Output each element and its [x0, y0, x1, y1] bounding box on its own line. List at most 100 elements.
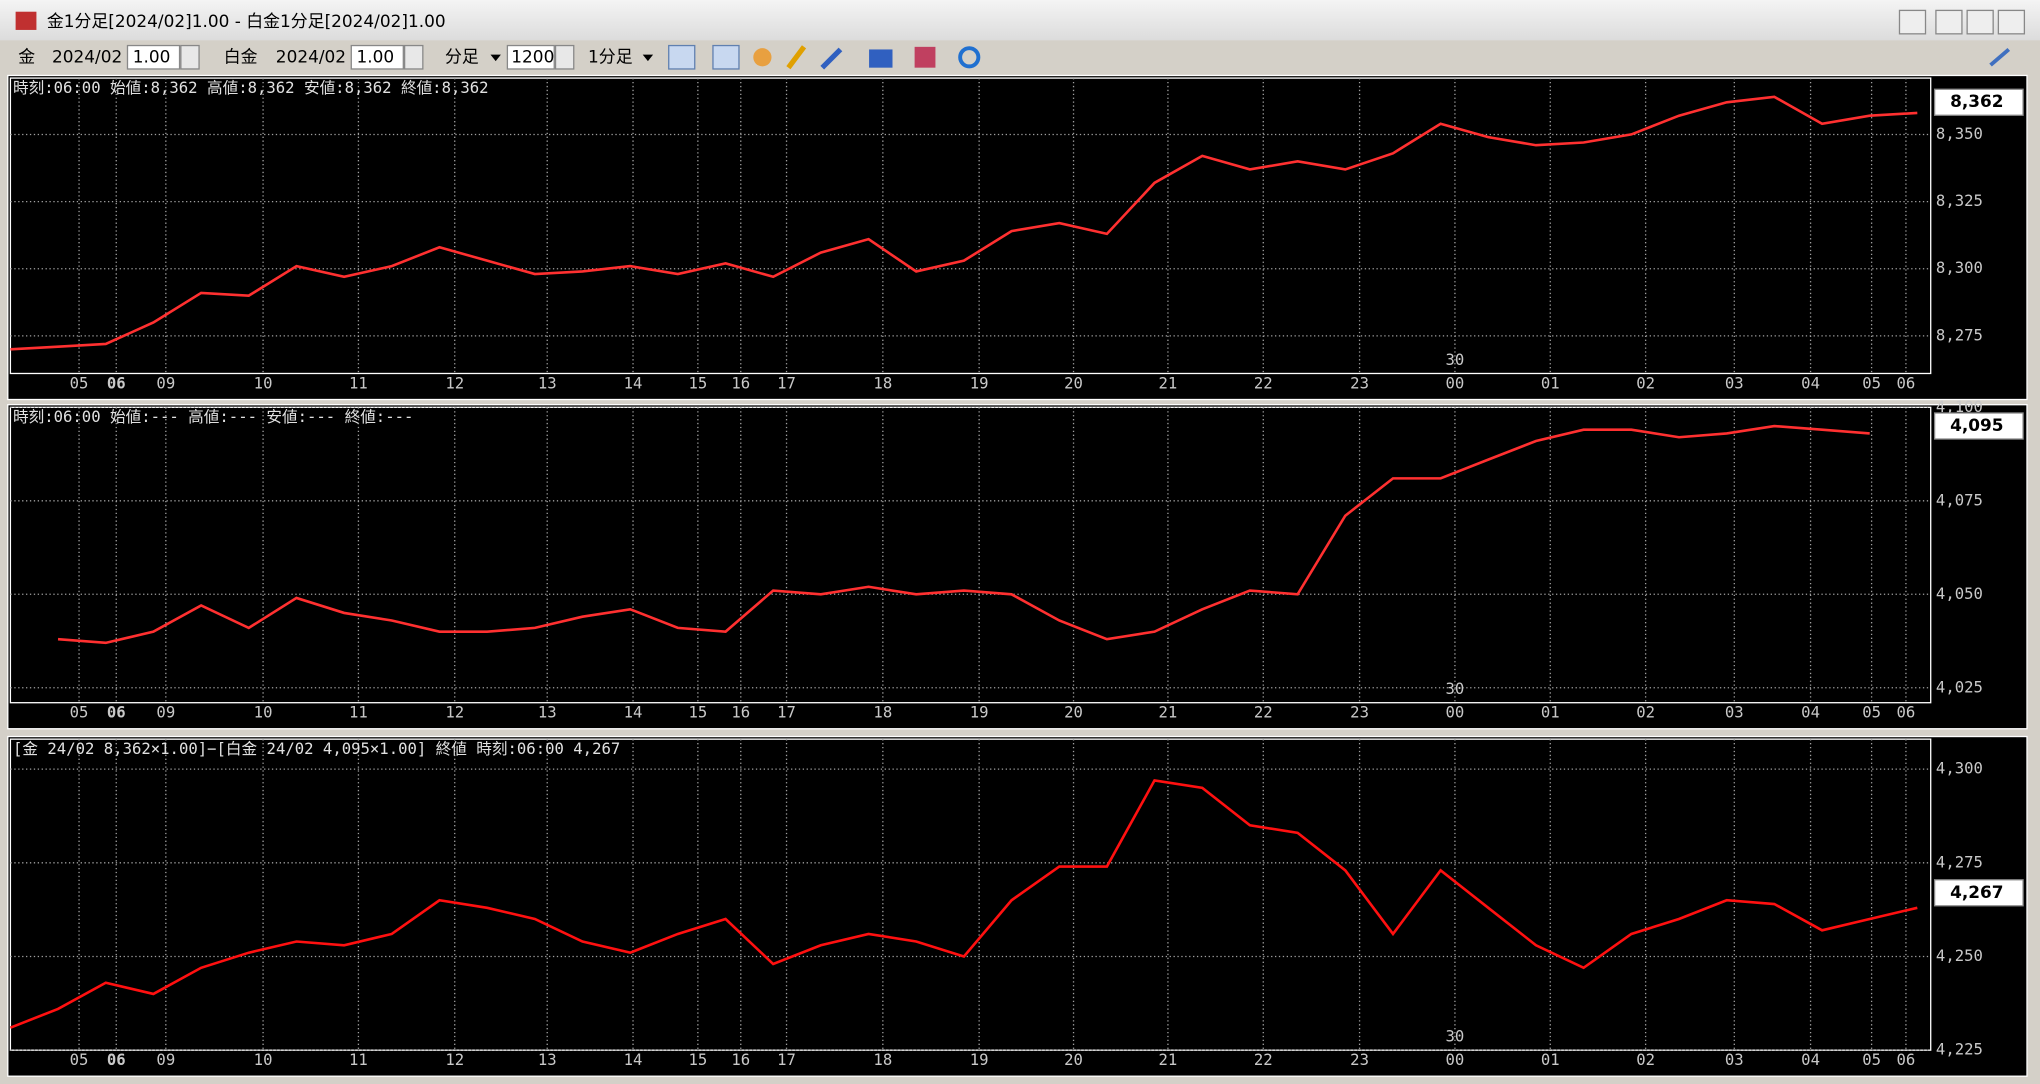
last-price-label: 4,095 [1950, 415, 2003, 435]
y-tick-label: 4,050 [1936, 585, 1983, 603]
x-tick-label: 18 [873, 1051, 892, 1069]
x-tick-label: 19 [970, 704, 989, 722]
x-tick-label: 11 [349, 374, 368, 392]
toolbar [0, 41, 2040, 73]
x-tick-label: 05 [70, 704, 89, 722]
x-tick-label: 10 [254, 1051, 273, 1069]
x-tick-label: 13 [538, 374, 557, 392]
y-tick-label: 4,250 [1936, 947, 1983, 965]
x-tick-label: 20 [1064, 704, 1083, 722]
x-tick-label: 05 [70, 374, 89, 392]
x-tick-label: 03 [1725, 1051, 1744, 1069]
window-title: 金1分足[2024/02]1.00 - 白金1分足[2024/02]1.00 [47, 11, 446, 31]
dropdown-arrow [642, 54, 654, 62]
x-tick-label: 01 [1541, 374, 1560, 392]
x-tick-label: 06 [1897, 704, 1916, 722]
x-tick-label: 04 [1801, 1051, 1820, 1069]
x-tick-label: 14 [624, 1051, 643, 1069]
last-price-label: 4,267 [1950, 882, 2003, 902]
tool-button[interactable] [869, 49, 893, 68]
last-price-label: 8,362 [1950, 91, 2003, 111]
x-tick-label: 13 [538, 1051, 557, 1069]
x-tick-label: 16 [731, 1051, 750, 1069]
restore-button[interactable] [1898, 9, 1927, 35]
x-tick-label: 21 [1159, 704, 1178, 722]
x-tick-label: 17 [777, 1051, 796, 1069]
x-tick-label: 18 [873, 374, 892, 392]
x-tick-label: 03 [1725, 374, 1744, 392]
x-tick-label: 17 [777, 374, 796, 392]
last-price-tag [1933, 412, 2024, 440]
tool-button[interactable] [712, 44, 740, 70]
day-label: 30 [1446, 1028, 1465, 1046]
x-tick-label: 11 [349, 704, 368, 722]
x-tick-label: 00 [1446, 704, 1465, 722]
x-tick-label: 16 [731, 704, 750, 722]
spinner[interactable] [403, 44, 424, 70]
info-line: 時刻:06:00 始値:8,362 高値:8,362 安値:8,362 終値:8… [13, 79, 489, 97]
info-line: [金 24/02 8,362×1.00]−[白金 24/02 4,095×1.0… [13, 740, 620, 758]
x-tick-label: 12 [445, 374, 464, 392]
period-dropdown[interactable]: 分足 [445, 46, 479, 66]
contract-month[interactable]: 2024/02 [276, 46, 346, 66]
x-tick-label: 00 [1446, 374, 1465, 392]
tool-button[interactable] [820, 47, 843, 70]
y-tick-label: 4,275 [1936, 853, 1983, 871]
count-input[interactable] [506, 44, 555, 70]
x-tick-label: 01 [1541, 704, 1560, 722]
multiplier-input[interactable] [126, 44, 181, 70]
x-tick-label: 02 [1636, 704, 1655, 722]
spinner[interactable] [180, 44, 200, 70]
x-tick-label: 22 [1254, 374, 1273, 392]
x-tick-label: 06 [107, 704, 126, 722]
plot-area [9, 738, 1932, 1051]
contract-month[interactable]: 2024/02 [52, 46, 122, 66]
x-tick-label: 21 [1159, 374, 1178, 392]
x-tick-label: 05 [1862, 704, 1881, 722]
title-bar [0, 0, 2040, 41]
minimize-button[interactable] [1935, 9, 1963, 35]
x-tick-label: 06 [107, 1051, 126, 1069]
x-tick-label: 06 [1897, 374, 1916, 392]
multiplier-input[interactable] [350, 44, 404, 70]
y-tick-label: 4,025 [1936, 678, 1983, 696]
x-tick-label: 18 [873, 704, 892, 722]
x-tick-label: 22 [1254, 704, 1273, 722]
x-tick-label: 16 [731, 374, 750, 392]
settings-button[interactable] [1989, 47, 2011, 67]
app-icon [15, 11, 37, 30]
x-tick-label: 09 [156, 374, 175, 392]
x-tick-label: 23 [1350, 704, 1369, 722]
y-tick-label: 8,300 [1936, 259, 1983, 277]
y-tick-label: 4,075 [1936, 491, 1983, 509]
dropdown-arrow [490, 54, 501, 62]
x-tick-label: 20 [1064, 374, 1083, 392]
y-tick-label: 8,325 [1936, 192, 1983, 210]
x-tick-label: 02 [1636, 374, 1655, 392]
x-tick-label: 10 [254, 704, 273, 722]
y-tick-label: 8,275 [1936, 326, 1983, 344]
tool-button[interactable] [668, 44, 696, 70]
interval-dropdown[interactable]: 1分足 [588, 46, 633, 66]
x-tick-label: 05 [1862, 374, 1881, 392]
x-tick-label: 09 [156, 1051, 175, 1069]
x-tick-label: 12 [445, 704, 464, 722]
tool-button[interactable] [914, 46, 936, 68]
last-price-tag [1933, 88, 2024, 116]
close-button[interactable] [1997, 9, 2026, 35]
y-tick-label: 4,225 [1936, 1041, 1983, 1059]
tool-button[interactable] [958, 46, 981, 69]
tool-button[interactable] [786, 45, 807, 70]
maximize-button[interactable] [1966, 9, 1994, 35]
multiplier-value: 1.00 [133, 46, 171, 66]
x-tick-label: 20 [1064, 1051, 1083, 1069]
x-tick-label: 09 [156, 704, 175, 722]
tool-button[interactable] [753, 48, 772, 67]
x-tick-label: 13 [538, 704, 557, 722]
spinner[interactable] [554, 44, 575, 70]
plot-area [9, 406, 1932, 704]
y-tick-label: 4,100 [1936, 398, 1983, 416]
x-tick-label: 23 [1350, 1051, 1369, 1069]
y-tick-label: 4,300 [1936, 760, 1983, 778]
